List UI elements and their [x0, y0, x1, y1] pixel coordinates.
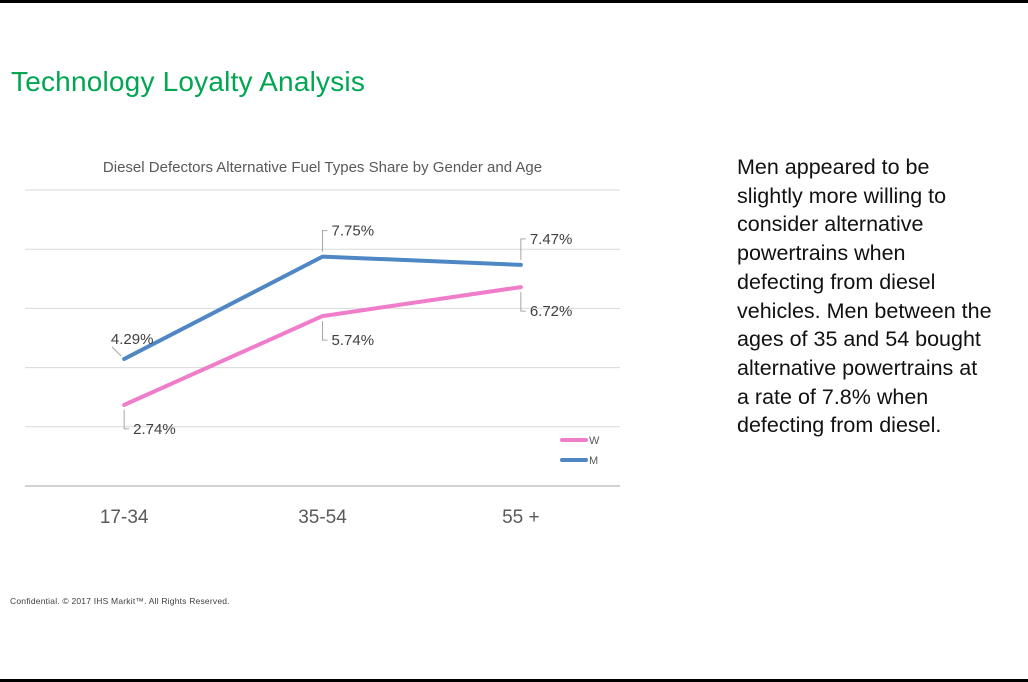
- data-label: 7.75%: [332, 223, 375, 240]
- data-label: 2.74%: [133, 421, 176, 438]
- data-label: 6.72%: [530, 303, 573, 320]
- bottom-border: [0, 679, 1028, 682]
- line-chart: 2.74% 5.74% 6.72% 4.29% 7.75% 7.47% 17-34 35-54…: [25, 189, 620, 528]
- category-label: 35-54: [298, 507, 347, 528]
- top-border: [0, 0, 1028, 3]
- category-label: 55 +: [502, 507, 540, 528]
- leader-line: [322, 321, 328, 341]
- leader-line: [520, 292, 526, 312]
- data-label: 4.29%: [111, 331, 154, 348]
- series-line-W: [122, 285, 523, 407]
- footer-text: Confidential. © 2017 IHS Markit™. All Ri…: [10, 596, 230, 606]
- leader-line: [520, 238, 526, 260]
- leader-line: [123, 409, 130, 430]
- chart-title: Diesel Defectors Alternative Fuel Types …: [102, 159, 543, 176]
- legend-label-M: M: [589, 455, 598, 467]
- commentary-text: Men appeared to be slightly more willing…: [737, 155, 992, 438]
- leader-line: [322, 230, 328, 252]
- category-label: 17-34: [100, 507, 149, 528]
- leader-line: [111, 346, 122, 357]
- legend-label-W: W: [589, 435, 600, 447]
- data-label: 7.47%: [530, 231, 573, 248]
- page-title: Technology Loyalty Analysis: [11, 66, 366, 97]
- series-line-M: [122, 254, 523, 362]
- data-label: 5.74%: [332, 332, 375, 349]
